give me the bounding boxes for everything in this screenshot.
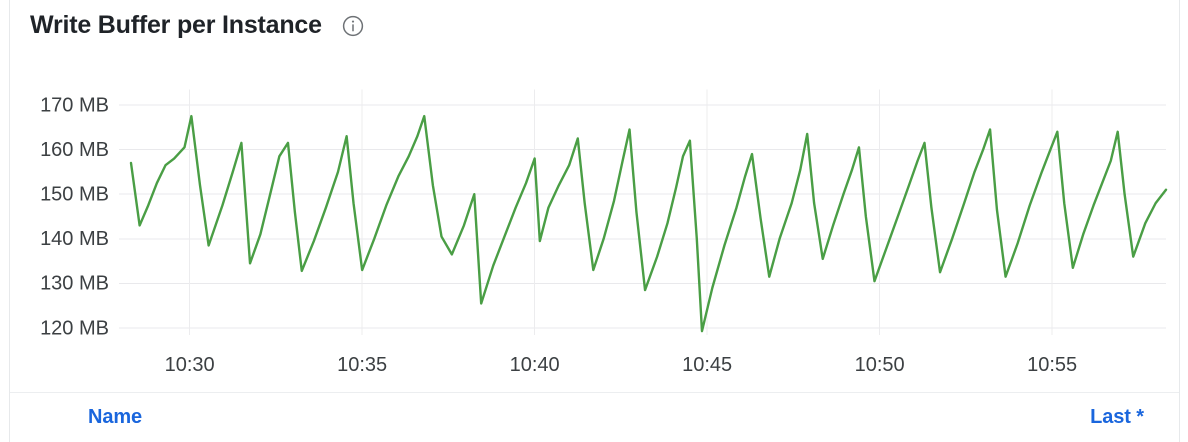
y-axis-tick-150: 150 MB (40, 183, 109, 205)
vertical-gridlines (189, 89, 1053, 335)
x-axis-tick-10-50: 10:50 (855, 354, 905, 376)
x-axis-tick-10-35: 10:35 (337, 354, 387, 376)
panel-header: Write Buffer per Instance (30, 13, 364, 38)
legend-column-name[interactable]: Name (88, 406, 143, 428)
x-axis-tick-10-55: 10:55 (1027, 354, 1077, 376)
x-axis-tick-labels: 10:30 10:35 10:40 10:45 10:50 10:55 (165, 354, 1078, 376)
y-axis-tick-130: 130 MB (40, 273, 109, 295)
page-title: Write Buffer per Instance (30, 11, 322, 39)
y-axis-tick-120: 120 MB (40, 317, 109, 339)
x-axis-tick-10-30: 10:30 (165, 354, 215, 376)
y-axis-tick-labels: 120 MB 130 MB 140 MB 150 MB 160 MB 170 MB (40, 94, 109, 339)
x-axis-tick-10-40: 10:40 (510, 354, 560, 376)
info-circle-icon[interactable] (342, 15, 364, 37)
y-axis-tick-170: 170 MB (40, 94, 109, 116)
y-axis-tick-160: 160 MB (40, 139, 109, 161)
write-buffer-line-chart[interactable]: 120 MB 130 MB 140 MB 150 MB 160 MB 170 MB 10:… (0, 60, 1188, 390)
chart-area[interactable]: 120 MB 130 MB 140 MB 150 MB 160 MB 170 MB 10:… (0, 60, 1188, 390)
horizontal-gridlines (119, 104, 1166, 329)
legend-column-last[interactable]: Last * (1090, 406, 1144, 428)
panel-left-rule (9, 0, 10, 442)
x-axis-tick-10-45: 10:45 (682, 354, 732, 376)
panel-right-rule (1179, 0, 1180, 442)
legend-footer: Name Last * (10, 392, 1179, 442)
series-line-write-buffer (129, 114, 1168, 333)
y-axis-tick-140: 140 MB (40, 228, 109, 250)
